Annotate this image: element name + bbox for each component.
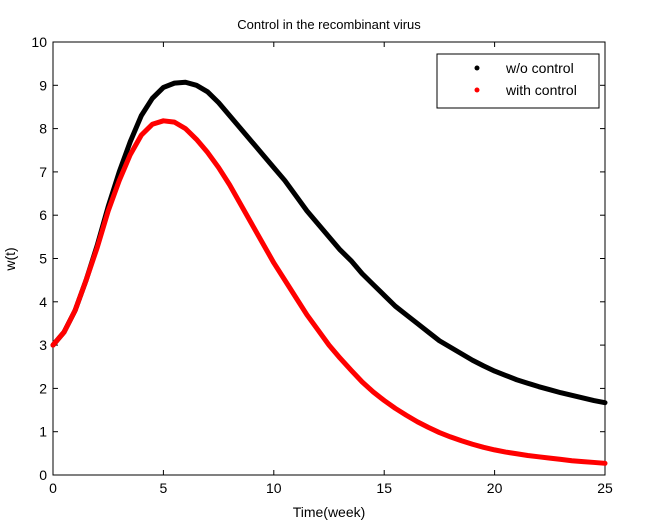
legend-marker — [474, 87, 480, 93]
y-tick-label: 1 — [39, 424, 47, 440]
y-tick-label: 9 — [39, 77, 47, 93]
series-line-without-control — [50, 79, 608, 406]
series-line-with-control — [50, 118, 608, 466]
series-layer — [50, 79, 608, 466]
y-axis: 0 1 2 3 4 5 6 7 8 9 10 — [31, 34, 605, 483]
y-tick-label: 4 — [39, 294, 47, 310]
x-axis-label: Time(week) — [293, 504, 366, 520]
y-tick-label: 5 — [39, 251, 47, 267]
y-tick-label: 6 — [39, 207, 47, 223]
y-axis-label: w(t) — [2, 247, 18, 271]
x-tick-label: 25 — [597, 480, 613, 496]
x-tick-label: 15 — [376, 480, 392, 496]
x-tick-label: 10 — [266, 480, 282, 496]
chart-title: Control in the recombinant virus — [237, 17, 421, 32]
y-tick-label: 3 — [39, 337, 47, 353]
x-tick-label: 20 — [487, 480, 503, 496]
x-axis: 0 5 10 15 20 25 — [49, 42, 613, 496]
legend-label: w/o control — [505, 60, 574, 76]
y-tick-label: 10 — [31, 34, 47, 50]
y-tick-label: 2 — [39, 380, 47, 396]
legend-box — [436, 53, 600, 109]
y-tick-label: 8 — [39, 121, 47, 137]
y-tick-label: 0 — [39, 467, 47, 483]
x-tick-label: 0 — [49, 480, 57, 496]
legend: w/o control with control — [436, 53, 600, 109]
legend-label: with control — [505, 82, 577, 98]
x-tick-label: 5 — [160, 480, 168, 496]
y-tick-label: 7 — [39, 164, 47, 180]
legend-marker — [474, 65, 480, 71]
